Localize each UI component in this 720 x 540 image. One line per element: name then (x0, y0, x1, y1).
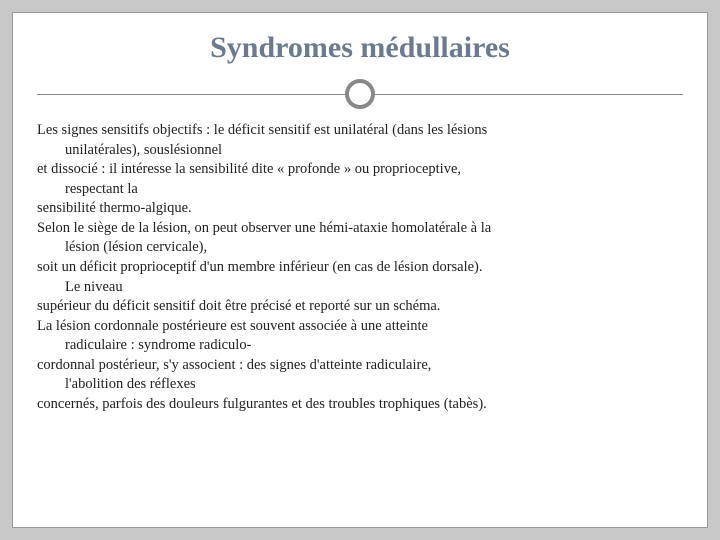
body-line: et dissocié : il intéresse la sensibilit… (37, 160, 683, 199)
text-indent: respectant la (37, 180, 683, 200)
text-indent: lésion (lésion cervicale), (37, 238, 683, 258)
body-line: Les signes sensitifs objectifs : le défi… (37, 121, 683, 160)
text: Les signes sensitifs objectifs : le défi… (37, 122, 487, 138)
slide-container: Syndromes médullaires Les signes sensiti… (12, 12, 708, 528)
text: soit un déficit proprioceptif d'un membr… (37, 259, 483, 275)
body-line: soit un déficit proprioceptif d'un membr… (37, 258, 683, 297)
body-line: La lésion cordonnale postérieure est sou… (37, 317, 683, 356)
text: La lésion cordonnale postérieure est sou… (37, 318, 428, 334)
text-indent: Le niveau (37, 278, 683, 298)
text: et dissocié : il intéresse la sensibilit… (37, 161, 461, 177)
text: Selon le siège de la lésion, on peut obs… (37, 220, 491, 236)
body-line: cordonnal postérieur, s'y associent : de… (37, 356, 683, 395)
slide-title: Syndromes médullaires (37, 31, 683, 65)
body-line: sensibilité thermo-algique. (37, 199, 683, 219)
text-indent: radiculaire : syndrome radiculo- (37, 336, 683, 356)
body-line: supérieur du déficit sensitif doit être … (37, 297, 683, 317)
body-line: Selon le siège de la lésion, on peut obs… (37, 219, 683, 258)
title-divider (37, 79, 683, 109)
text: cordonnal postérieur, s'y associent : de… (37, 357, 431, 373)
body-line: concernés, parfois des douleurs fulguran… (37, 395, 683, 415)
text-indent: unilatérales), souslésionnel (37, 141, 683, 161)
text-indent: l'abolition des réflexes (37, 375, 683, 395)
divider-circle-icon (345, 79, 375, 109)
slide-body: Les signes sensitifs objectifs : le défi… (37, 121, 683, 414)
